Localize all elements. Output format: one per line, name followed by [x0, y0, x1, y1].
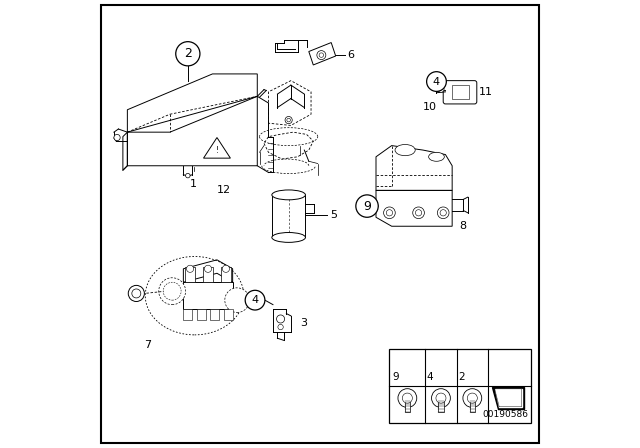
Text: 1: 1 [190, 179, 197, 189]
Text: 7: 7 [144, 340, 151, 350]
Ellipse shape [159, 278, 186, 305]
Text: 6: 6 [347, 50, 354, 60]
Circle shape [415, 210, 422, 216]
Bar [184, 309, 193, 320]
Circle shape [383, 207, 396, 219]
Circle shape [387, 210, 392, 216]
Text: 00190586: 00190586 [483, 410, 529, 419]
Ellipse shape [429, 152, 444, 161]
Circle shape [114, 134, 120, 141]
Circle shape [285, 116, 292, 124]
Polygon shape [495, 389, 522, 407]
Circle shape [204, 265, 212, 272]
Text: 11: 11 [479, 87, 493, 97]
Circle shape [431, 389, 451, 408]
Bar [272, 195, 305, 237]
Ellipse shape [272, 190, 305, 200]
Bar [438, 398, 444, 412]
Ellipse shape [272, 233, 305, 242]
Circle shape [436, 393, 446, 403]
Circle shape [438, 86, 444, 92]
Text: 8: 8 [459, 221, 466, 231]
Bar [452, 85, 469, 99]
Text: 9: 9 [392, 372, 399, 382]
Circle shape [467, 393, 477, 403]
Bar [221, 267, 231, 282]
Text: 5: 5 [330, 210, 337, 220]
Circle shape [398, 389, 417, 408]
Text: 9: 9 [363, 199, 371, 213]
Circle shape [356, 195, 378, 217]
Bar [203, 267, 213, 282]
Text: 3: 3 [300, 318, 307, 327]
Circle shape [437, 207, 449, 219]
Bar [389, 349, 531, 423]
Text: 2: 2 [184, 47, 192, 60]
Circle shape [413, 207, 424, 219]
Text: 2: 2 [458, 372, 465, 382]
Polygon shape [493, 387, 524, 409]
Text: 4: 4 [427, 372, 433, 382]
Text: 4: 4 [252, 295, 259, 305]
Circle shape [440, 210, 446, 216]
Circle shape [427, 72, 446, 91]
Circle shape [186, 173, 190, 178]
Circle shape [132, 289, 141, 298]
Ellipse shape [395, 145, 415, 156]
Bar [404, 398, 410, 412]
Ellipse shape [163, 282, 181, 300]
Circle shape [276, 315, 285, 323]
Text: 4: 4 [433, 77, 440, 86]
FancyBboxPatch shape [443, 81, 477, 104]
Circle shape [317, 51, 326, 60]
Bar [197, 309, 206, 320]
Circle shape [319, 53, 324, 57]
Circle shape [186, 265, 194, 272]
Circle shape [403, 393, 412, 403]
Bar [224, 309, 233, 320]
Circle shape [245, 290, 265, 310]
Circle shape [463, 389, 482, 408]
Circle shape [128, 285, 145, 302]
Circle shape [287, 118, 291, 122]
Bar [470, 398, 475, 412]
Ellipse shape [225, 288, 250, 313]
Bar [185, 267, 195, 282]
Text: 12: 12 [216, 185, 231, 195]
Bar [210, 309, 219, 320]
Text: !: ! [216, 146, 218, 155]
Circle shape [222, 265, 230, 272]
Ellipse shape [145, 256, 244, 335]
Text: 10: 10 [423, 102, 436, 112]
Circle shape [278, 324, 284, 330]
Circle shape [176, 42, 200, 66]
